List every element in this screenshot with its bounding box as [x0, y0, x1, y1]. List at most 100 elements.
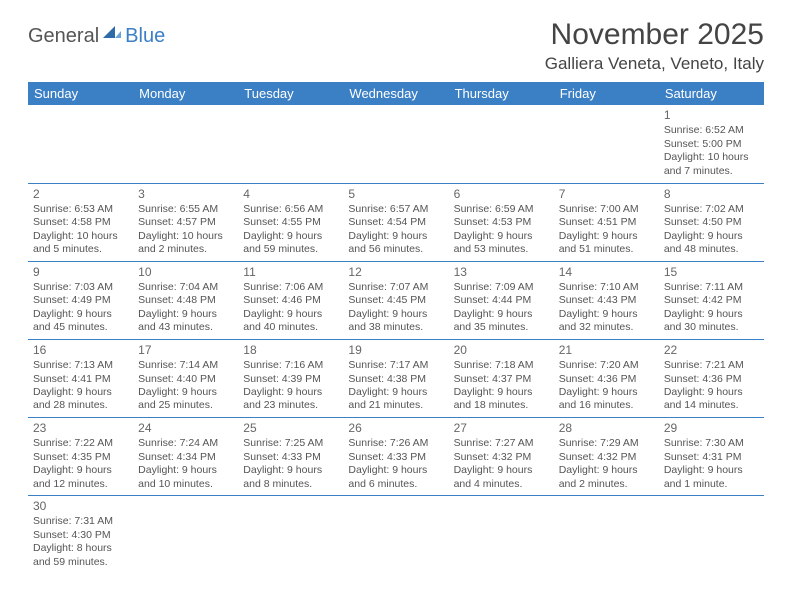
daylight-text: and 30 minutes.: [664, 321, 759, 334]
day-number: 27: [454, 421, 549, 436]
daylight-text: Daylight: 9 hours: [664, 464, 759, 477]
sunrise-text: Sunrise: 6:55 AM: [138, 203, 233, 216]
daylight-text: Daylight: 8 hours: [33, 542, 128, 555]
daylight-text: and 28 minutes.: [33, 399, 128, 412]
calendar-cell: 10Sunrise: 7:04 AMSunset: 4:48 PMDayligh…: [133, 261, 238, 339]
day-number: 16: [33, 343, 128, 358]
day-number: 3: [138, 187, 233, 202]
daylight-text: and 40 minutes.: [243, 321, 338, 334]
day-number: 15: [664, 265, 759, 280]
calendar-cell: 6Sunrise: 6:59 AMSunset: 4:53 PMDaylight…: [449, 183, 554, 261]
day-number: 1: [664, 108, 759, 123]
sunset-text: Sunset: 4:37 PM: [454, 373, 549, 386]
sunset-text: Sunset: 4:36 PM: [664, 373, 759, 386]
daylight-text: and 56 minutes.: [348, 243, 443, 256]
daylight-text: and 43 minutes.: [138, 321, 233, 334]
sunrise-text: Sunrise: 7:20 AM: [559, 359, 654, 372]
day-number: 2: [33, 187, 128, 202]
calendar-cell: [133, 105, 238, 183]
sunrise-text: Sunrise: 7:24 AM: [138, 437, 233, 450]
day-number: 19: [348, 343, 443, 358]
day-number: 20: [454, 343, 549, 358]
daylight-text: and 45 minutes.: [33, 321, 128, 334]
sunset-text: Sunset: 4:40 PM: [138, 373, 233, 386]
daylight-text: and 16 minutes.: [559, 399, 654, 412]
daylight-text: Daylight: 9 hours: [454, 230, 549, 243]
sunset-text: Sunset: 4:57 PM: [138, 216, 233, 229]
sunrise-text: Sunrise: 7:02 AM: [664, 203, 759, 216]
daylight-text: and 25 minutes.: [138, 399, 233, 412]
day-number: 23: [33, 421, 128, 436]
daylight-text: Daylight: 9 hours: [138, 308, 233, 321]
daylight-text: Daylight: 9 hours: [348, 464, 443, 477]
daylight-text: Daylight: 10 hours: [138, 230, 233, 243]
calendar-cell: 25Sunrise: 7:25 AMSunset: 4:33 PMDayligh…: [238, 417, 343, 495]
daylight-text: Daylight: 9 hours: [454, 308, 549, 321]
title-block: November 2025 Galliera Veneta, Veneto, I…: [545, 18, 764, 74]
daylight-text: and 53 minutes.: [454, 243, 549, 256]
daylight-text: Daylight: 9 hours: [243, 386, 338, 399]
calendar-cell: 16Sunrise: 7:13 AMSunset: 4:41 PMDayligh…: [28, 339, 133, 417]
day-number: 7: [559, 187, 654, 202]
calendar-cell: 27Sunrise: 7:27 AMSunset: 4:32 PMDayligh…: [449, 417, 554, 495]
day-number: 24: [138, 421, 233, 436]
calendar-cell: 20Sunrise: 7:18 AMSunset: 4:37 PMDayligh…: [449, 339, 554, 417]
sunrise-text: Sunrise: 7:26 AM: [348, 437, 443, 450]
sunrise-text: Sunrise: 7:04 AM: [138, 281, 233, 294]
day-number: 25: [243, 421, 338, 436]
calendar-cell: [343, 105, 448, 183]
day-header: Saturday: [659, 82, 764, 105]
calendar-cell: [554, 105, 659, 183]
calendar-cell: 17Sunrise: 7:14 AMSunset: 4:40 PMDayligh…: [133, 339, 238, 417]
sunset-text: Sunset: 4:35 PM: [33, 451, 128, 464]
logo-text-blue: Blue: [125, 25, 165, 48]
sunrise-text: Sunrise: 6:52 AM: [664, 124, 759, 137]
calendar-cell: 18Sunrise: 7:16 AMSunset: 4:39 PMDayligh…: [238, 339, 343, 417]
day-number: 10: [138, 265, 233, 280]
daylight-text: and 8 minutes.: [243, 478, 338, 491]
calendar-cell: 9Sunrise: 7:03 AMSunset: 4:49 PMDaylight…: [28, 261, 133, 339]
day-number: 14: [559, 265, 654, 280]
sunrise-text: Sunrise: 7:17 AM: [348, 359, 443, 372]
sunset-text: Sunset: 4:54 PM: [348, 216, 443, 229]
daylight-text: Daylight: 9 hours: [243, 308, 338, 321]
sunset-text: Sunset: 4:43 PM: [559, 294, 654, 307]
daylight-text: and 48 minutes.: [664, 243, 759, 256]
sunrise-text: Sunrise: 7:09 AM: [454, 281, 549, 294]
sunset-text: Sunset: 4:46 PM: [243, 294, 338, 307]
day-header: Thursday: [449, 82, 554, 105]
daylight-text: and 59 minutes.: [33, 556, 128, 569]
sunset-text: Sunset: 4:33 PM: [348, 451, 443, 464]
day-header: Monday: [133, 82, 238, 105]
logo: General Blue: [28, 24, 165, 48]
sunset-text: Sunset: 4:45 PM: [348, 294, 443, 307]
day-number: 29: [664, 421, 759, 436]
sunrise-text: Sunrise: 7:25 AM: [243, 437, 338, 450]
sunrise-text: Sunrise: 7:10 AM: [559, 281, 654, 294]
daylight-text: Daylight: 9 hours: [348, 308, 443, 321]
daylight-text: and 10 minutes.: [138, 478, 233, 491]
calendar-cell: 30Sunrise: 7:31 AMSunset: 4:30 PMDayligh…: [28, 495, 133, 573]
daylight-text: Daylight: 9 hours: [664, 308, 759, 321]
calendar-cell: 8Sunrise: 7:02 AMSunset: 4:50 PMDaylight…: [659, 183, 764, 261]
sunset-text: Sunset: 4:51 PM: [559, 216, 654, 229]
day-header: Sunday: [28, 82, 133, 105]
day-header: Wednesday: [343, 82, 448, 105]
month-title: November 2025: [545, 18, 764, 52]
sunrise-text: Sunrise: 7:13 AM: [33, 359, 128, 372]
daylight-text: and 12 minutes.: [33, 478, 128, 491]
day-number: 11: [243, 265, 338, 280]
calendar-week: 30Sunrise: 7:31 AMSunset: 4:30 PMDayligh…: [28, 495, 764, 573]
logo-text-general: General: [28, 25, 99, 48]
daylight-text: Daylight: 9 hours: [243, 464, 338, 477]
calendar-cell: 28Sunrise: 7:29 AMSunset: 4:32 PMDayligh…: [554, 417, 659, 495]
sunrise-text: Sunrise: 7:11 AM: [664, 281, 759, 294]
calendar-cell: [133, 495, 238, 573]
location: Galliera Veneta, Veneto, Italy: [545, 54, 764, 74]
calendar-cell: 14Sunrise: 7:10 AMSunset: 4:43 PMDayligh…: [554, 261, 659, 339]
daylight-text: and 5 minutes.: [33, 243, 128, 256]
daylight-text: Daylight: 9 hours: [138, 386, 233, 399]
sunset-text: Sunset: 4:49 PM: [33, 294, 128, 307]
sunset-text: Sunset: 4:31 PM: [664, 451, 759, 464]
calendar-cell: [449, 105, 554, 183]
